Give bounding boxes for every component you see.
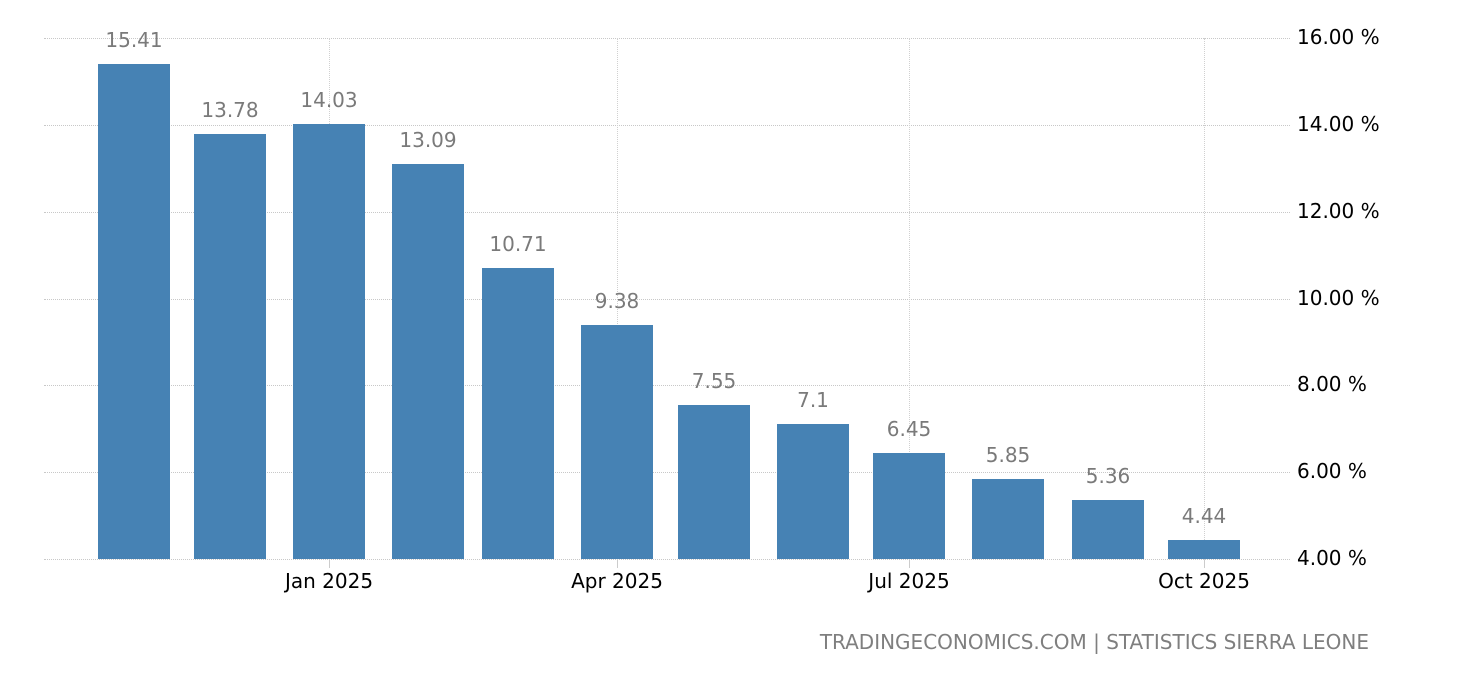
x-tick-mark xyxy=(909,560,910,568)
bar xyxy=(972,479,1044,559)
bar xyxy=(581,325,653,559)
x-tick-label: Jul 2025 xyxy=(868,569,950,593)
bar-value-label: 7.55 xyxy=(691,369,737,393)
gridline-horizontal xyxy=(44,559,1290,560)
bar-value-label: 5.85 xyxy=(985,443,1031,467)
gridline-horizontal xyxy=(44,472,1290,473)
bar-value-label: 5.36 xyxy=(1085,464,1131,488)
x-tick-label: Apr 2025 xyxy=(571,569,663,593)
bar-value-label: 6.45 xyxy=(886,417,932,441)
bar xyxy=(1072,500,1144,559)
y-tick-label: 6.00 % xyxy=(1297,459,1367,483)
y-tick-label: 12.00 % xyxy=(1297,199,1380,223)
gridline-horizontal xyxy=(44,38,1290,39)
gridline-horizontal xyxy=(44,212,1290,213)
x-tick-mark xyxy=(329,560,330,568)
bar xyxy=(293,124,365,559)
bar-value-label: 13.78 xyxy=(201,98,259,122)
bar xyxy=(873,453,945,559)
y-tick-label: 4.00 % xyxy=(1297,546,1367,570)
x-tick-mark xyxy=(1204,560,1205,568)
bar xyxy=(1168,540,1240,559)
bar xyxy=(392,164,464,559)
gridline-vertical xyxy=(909,38,910,560)
gridline-vertical xyxy=(1204,38,1205,560)
y-tick-label: 14.00 % xyxy=(1297,112,1380,136)
bar xyxy=(777,424,849,559)
y-tick-label: 16.00 % xyxy=(1297,25,1380,49)
bar xyxy=(678,405,750,559)
bar xyxy=(98,64,170,559)
bar-value-label: 14.03 xyxy=(300,88,358,112)
gridline-horizontal xyxy=(44,299,1290,300)
gridline-horizontal xyxy=(44,125,1290,126)
x-tick-label: Jan 2025 xyxy=(284,569,374,593)
y-tick-label: 10.00 % xyxy=(1297,286,1380,310)
bar-value-label: 10.71 xyxy=(489,232,547,256)
x-tick-mark xyxy=(617,560,618,568)
gridline-vertical xyxy=(617,38,618,560)
gridline-horizontal xyxy=(44,385,1290,386)
bar-value-label: 9.38 xyxy=(594,289,640,313)
bar-value-label: 15.41 xyxy=(105,28,163,52)
bar xyxy=(194,134,266,559)
bar-value-label: 7.1 xyxy=(797,388,829,412)
bar-value-label: 4.44 xyxy=(1181,504,1227,528)
bar xyxy=(482,268,554,559)
source-credit: TRADINGECONOMICS.COM | STATISTICS SIERRA… xyxy=(819,630,1369,654)
x-tick-label: Oct 2025 xyxy=(1158,569,1250,593)
bar-value-label: 13.09 xyxy=(399,128,457,152)
y-tick-label: 8.00 % xyxy=(1297,372,1367,396)
